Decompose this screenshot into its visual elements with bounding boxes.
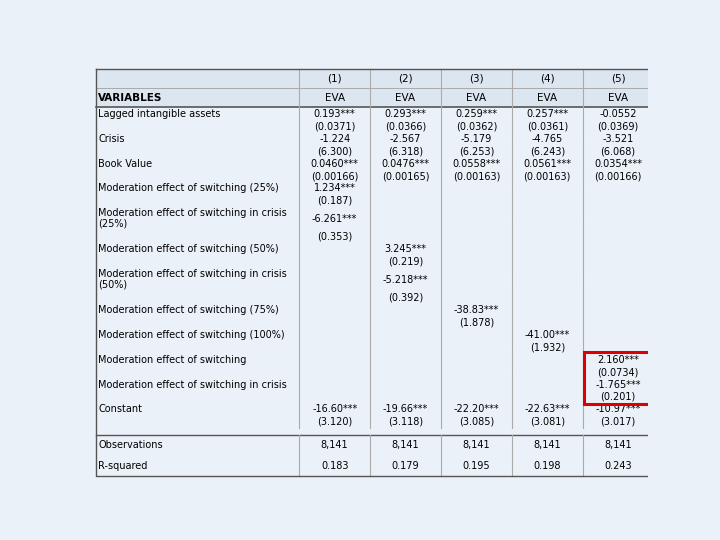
Text: Moderation effect of switching: Moderation effect of switching xyxy=(99,355,247,365)
Text: 0.0476***: 0.0476*** xyxy=(382,159,430,168)
Text: -2.567: -2.567 xyxy=(390,134,421,144)
Text: EVA: EVA xyxy=(395,93,415,103)
Text: 8,141: 8,141 xyxy=(392,440,419,450)
Text: (0.187): (0.187) xyxy=(317,196,352,206)
Text: 0.0558***: 0.0558*** xyxy=(452,159,500,168)
Text: 8,141: 8,141 xyxy=(604,440,632,450)
Text: (0.00163): (0.00163) xyxy=(523,171,571,181)
Text: 0.0460***: 0.0460*** xyxy=(311,159,359,168)
Text: -10.97***: -10.97*** xyxy=(595,404,641,414)
Text: (0.0369): (0.0369) xyxy=(598,122,639,131)
Text: 0.198: 0.198 xyxy=(534,461,561,471)
Text: (50%): (50%) xyxy=(99,280,127,289)
Text: 0.257***: 0.257*** xyxy=(526,109,568,119)
Text: (3.085): (3.085) xyxy=(459,417,494,427)
Text: Observations: Observations xyxy=(99,440,163,450)
Text: (1.878): (1.878) xyxy=(459,318,494,327)
Text: (4): (4) xyxy=(540,73,554,84)
Text: (6.243): (6.243) xyxy=(530,146,565,156)
Text: 0.293***: 0.293*** xyxy=(384,109,426,119)
Text: (3.081): (3.081) xyxy=(530,417,565,427)
Text: 0.0354***: 0.0354*** xyxy=(594,159,642,168)
Bar xyxy=(96,69,654,107)
Text: (1): (1) xyxy=(328,73,342,84)
Text: (1.932): (1.932) xyxy=(530,342,565,352)
Text: (6.068): (6.068) xyxy=(600,146,636,156)
Text: -22.20***: -22.20*** xyxy=(454,404,499,414)
Text: (0.00165): (0.00165) xyxy=(382,171,429,181)
Text: EVA: EVA xyxy=(325,93,345,103)
Text: Moderation effect of switching (25%): Moderation effect of switching (25%) xyxy=(99,184,279,193)
Text: (0.0361): (0.0361) xyxy=(526,122,568,131)
Text: 0.183: 0.183 xyxy=(321,461,348,471)
Text: -22.63***: -22.63*** xyxy=(525,404,570,414)
Text: VARIABLES: VARIABLES xyxy=(99,93,163,103)
Text: -0.0552: -0.0552 xyxy=(599,109,637,119)
Text: 0.179: 0.179 xyxy=(392,461,419,471)
Text: (5): (5) xyxy=(611,73,626,84)
Text: -6.261***: -6.261*** xyxy=(312,214,357,224)
Text: -4.765: -4.765 xyxy=(531,134,563,144)
Text: 0.193***: 0.193*** xyxy=(314,109,356,119)
Text: 0.259***: 0.259*** xyxy=(456,109,498,119)
Text: -38.83***: -38.83*** xyxy=(454,305,499,315)
Text: (0.0366): (0.0366) xyxy=(385,122,426,131)
Text: Moderation effect of switching in crisis: Moderation effect of switching in crisis xyxy=(99,269,287,279)
Text: (0.00163): (0.00163) xyxy=(453,171,500,181)
Text: EVA: EVA xyxy=(467,93,487,103)
Text: (0.219): (0.219) xyxy=(388,256,423,267)
Text: 0.195: 0.195 xyxy=(463,461,490,471)
Text: 1.234***: 1.234*** xyxy=(314,184,356,193)
Text: Crisis: Crisis xyxy=(99,134,125,144)
Text: Moderation effect of switching (75%): Moderation effect of switching (75%) xyxy=(99,305,279,315)
Text: -41.00***: -41.00*** xyxy=(525,330,570,340)
Text: (0.353): (0.353) xyxy=(317,232,352,242)
Text: (3.118): (3.118) xyxy=(388,417,423,427)
Text: (0.0371): (0.0371) xyxy=(314,122,356,131)
Text: Moderation effect of switching (50%): Moderation effect of switching (50%) xyxy=(99,244,279,254)
Text: (3.017): (3.017) xyxy=(600,417,636,427)
Text: 8,141: 8,141 xyxy=(463,440,490,450)
Text: Moderation effect of switching in crisis: Moderation effect of switching in crisis xyxy=(99,208,287,219)
Text: (0.392): (0.392) xyxy=(388,293,423,303)
Text: -3.521: -3.521 xyxy=(603,134,634,144)
Text: (0.00166): (0.00166) xyxy=(311,171,359,181)
Text: (6.253): (6.253) xyxy=(459,146,494,156)
Text: (3): (3) xyxy=(469,73,484,84)
Text: 8,141: 8,141 xyxy=(534,440,561,450)
Text: Moderation effect of switching in crisis: Moderation effect of switching in crisis xyxy=(99,380,287,389)
Text: R-squared: R-squared xyxy=(99,461,148,471)
Text: (25%): (25%) xyxy=(99,219,127,229)
Text: -5.179: -5.179 xyxy=(461,134,492,144)
Text: (6.318): (6.318) xyxy=(388,146,423,156)
Text: 3.245***: 3.245*** xyxy=(384,244,426,254)
Text: -19.66***: -19.66*** xyxy=(383,404,428,414)
Text: Book Value: Book Value xyxy=(99,159,153,168)
Text: EVA: EVA xyxy=(608,93,629,103)
Text: Moderation effect of switching (100%): Moderation effect of switching (100%) xyxy=(99,330,285,340)
Text: Constant: Constant xyxy=(99,404,143,414)
Text: -5.218***: -5.218*** xyxy=(383,275,428,285)
Text: -1.765***: -1.765*** xyxy=(595,380,641,389)
Text: -16.60***: -16.60*** xyxy=(312,404,357,414)
Text: 0.243: 0.243 xyxy=(604,461,632,471)
Text: Lagged intangible assets: Lagged intangible assets xyxy=(99,109,221,119)
Text: 0.0561***: 0.0561*** xyxy=(523,159,571,168)
Text: -1.224: -1.224 xyxy=(319,134,351,144)
Text: (3.120): (3.120) xyxy=(317,417,352,427)
Text: (0.0734): (0.0734) xyxy=(598,367,639,377)
Text: 2.160***: 2.160*** xyxy=(597,355,639,365)
Text: EVA: EVA xyxy=(537,93,557,103)
Text: (0.201): (0.201) xyxy=(600,392,636,402)
Text: 8,141: 8,141 xyxy=(321,440,348,450)
Text: (0.0362): (0.0362) xyxy=(456,122,497,131)
Text: (0.00166): (0.00166) xyxy=(595,171,642,181)
Text: (6.300): (6.300) xyxy=(317,146,352,156)
Text: (2): (2) xyxy=(398,73,413,84)
